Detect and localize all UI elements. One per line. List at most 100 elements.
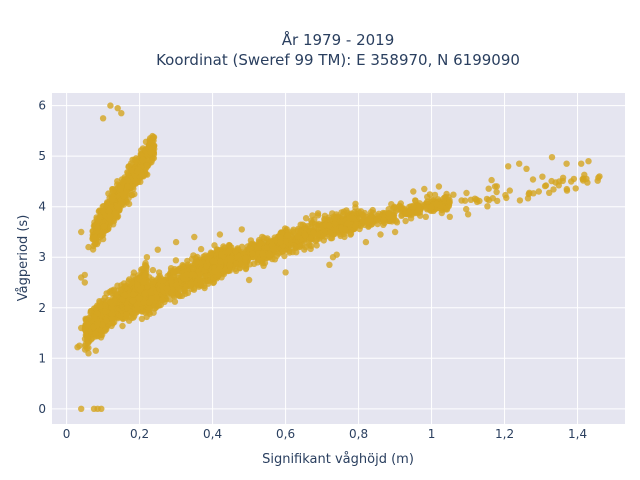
y-tick-label: 3: [38, 250, 46, 264]
data-point: [108, 310, 116, 318]
data-point: [317, 224, 324, 231]
data-point: [464, 211, 472, 218]
data-point: [78, 405, 85, 412]
data-point: [170, 268, 177, 275]
data-point: [438, 209, 445, 217]
data-point: [139, 156, 146, 164]
data-point: [106, 212, 114, 220]
y-tick-label: 5: [38, 149, 46, 163]
data-point: [228, 244, 235, 251]
data-point: [570, 175, 578, 183]
data-point: [85, 350, 92, 357]
data-point: [347, 230, 355, 237]
data-point: [184, 261, 192, 268]
data-point: [85, 314, 93, 322]
y-tick-label: 0: [38, 402, 46, 416]
data-point: [171, 298, 179, 305]
data-point: [155, 302, 163, 309]
data-point: [321, 212, 329, 219]
data-point: [116, 205, 123, 212]
data-point: [130, 269, 138, 276]
data-point: [118, 110, 125, 117]
data-point: [101, 223, 108, 230]
data-point: [103, 326, 110, 333]
data-point: [367, 212, 374, 219]
data-point: [134, 168, 141, 175]
data-point: [142, 309, 149, 316]
data-point: [100, 208, 107, 215]
data-point: [385, 210, 392, 217]
chart-title-line2: Koordinat (Sweref 99 TM): E 358970, N 61…: [156, 51, 520, 69]
data-point: [183, 271, 191, 278]
data-point: [203, 263, 210, 270]
data-point: [398, 204, 405, 211]
data-point: [313, 236, 320, 243]
data-point: [98, 405, 105, 412]
y-tick-label: 4: [38, 200, 46, 214]
data-point: [493, 188, 500, 196]
data-point: [422, 213, 429, 220]
data-point: [284, 232, 291, 239]
data-point: [107, 102, 114, 109]
data-point: [421, 185, 428, 193]
data-point: [149, 156, 156, 164]
data-point: [124, 183, 131, 190]
data-point: [264, 244, 271, 251]
data-point: [302, 215, 310, 222]
data-point: [415, 206, 423, 213]
data-point: [417, 212, 424, 219]
data-point: [407, 215, 415, 222]
data-point: [173, 281, 180, 288]
data-point: [259, 233, 266, 241]
data-point: [556, 178, 563, 185]
data-point: [461, 197, 469, 204]
data-point: [505, 163, 512, 170]
data-point: [92, 330, 99, 338]
data-point: [412, 197, 419, 204]
data-point: [91, 314, 98, 322]
data-point: [128, 167, 135, 174]
data-point: [143, 254, 151, 261]
data-point: [97, 233, 104, 241]
data-point: [446, 199, 453, 206]
data-point: [340, 208, 347, 215]
data-point: [375, 210, 383, 217]
data-point: [154, 246, 161, 253]
data-point: [307, 235, 314, 242]
data-point: [249, 250, 256, 257]
data-point: [129, 297, 137, 304]
data-point: [310, 229, 317, 236]
data-point: [541, 182, 549, 190]
data-point: [326, 229, 334, 236]
data-point: [308, 242, 315, 250]
data-point: [374, 220, 381, 228]
data-point: [102, 308, 109, 315]
data-point: [159, 296, 166, 304]
data-point: [402, 217, 409, 225]
data-point: [168, 286, 176, 293]
data-point: [215, 271, 222, 279]
data-point: [137, 285, 144, 293]
data-point: [114, 105, 121, 112]
data-point: [388, 201, 395, 208]
data-point: [308, 223, 315, 231]
data-point: [226, 262, 234, 269]
data-point: [296, 243, 303, 251]
data-point: [377, 231, 384, 238]
data-point: [127, 160, 135, 167]
data-point: [484, 203, 491, 210]
data-point: [142, 262, 150, 270]
data-point: [106, 288, 113, 296]
data-point: [172, 257, 180, 264]
data-point: [166, 296, 174, 303]
data-point: [346, 215, 353, 222]
data-point: [526, 189, 533, 196]
y-tick-label: 1: [38, 351, 46, 365]
data-point: [90, 242, 97, 250]
x-tick-label: 0,4: [203, 427, 222, 441]
data-point: [333, 251, 340, 258]
data-point: [181, 285, 189, 293]
data-point: [446, 213, 453, 220]
data-point: [128, 278, 135, 285]
data-point: [149, 266, 157, 274]
